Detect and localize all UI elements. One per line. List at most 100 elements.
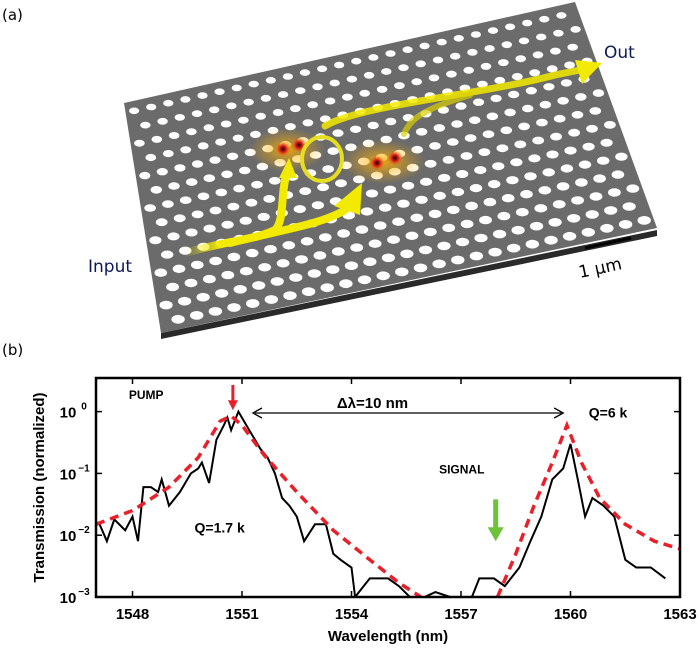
air-hole [522,104,534,113]
cavity-modes [249,128,425,184]
air-hole [264,295,278,304]
air-hole [162,200,174,208]
air-hole [326,265,340,274]
air-hole [553,29,564,37]
air-hole [129,107,140,115]
air-hole [376,85,388,93]
input-label: Input [88,257,132,277]
air-hole [567,214,581,223]
air-hole [307,101,319,109]
air-hole [215,138,227,146]
air-hole [571,111,584,119]
fit-curve [495,420,680,597]
air-hole [548,218,562,227]
air-hole [544,235,558,245]
air-hole [209,156,221,164]
air-hole [272,109,284,116]
air-hole [451,120,463,128]
air-hole [480,62,492,70]
air-hole [355,225,369,234]
air-hole [524,172,537,181]
air-hole [456,170,469,178]
y-tick-exponent: 0 [81,402,87,413]
air-hole [493,229,507,239]
air-hole [589,107,602,115]
air-hole [506,176,519,185]
air-hole [265,77,276,84]
air-hole [289,273,303,282]
air-hole [186,178,198,186]
air-hole [282,241,296,250]
air-hole [191,160,204,168]
y-axis-label: Transmission (normalized) [31,392,48,582]
air-hole [168,132,180,139]
air-hole [536,33,547,41]
air-hole [227,202,240,211]
air-hole [532,51,544,59]
air-hole [180,146,192,154]
air-hole [145,153,157,162]
air-hole [592,89,605,97]
air-hole [611,170,625,179]
air-hole [209,106,220,114]
air-hole [447,205,460,215]
air-hole [197,192,210,201]
air-hole [161,250,174,259]
air-hole [208,307,223,316]
air-hole [209,256,222,266]
air-holes [129,12,651,324]
air-hole [505,23,516,31]
air-hole [350,125,362,133]
air-hole [346,75,358,83]
air-hole [402,46,413,53]
y-tick-label: 10 [60,405,77,422]
air-hole [460,152,473,160]
air-hole [593,174,606,183]
air-hole [277,91,289,98]
air-hole [226,102,237,110]
air-hole [320,283,334,293]
air-hole [618,220,633,229]
air-hole [317,183,329,192]
air-hole [144,204,156,212]
air-hole [525,87,537,95]
air-hole [327,147,339,155]
air-hole [227,252,241,262]
air-hole [586,124,598,133]
air-hole [400,249,414,259]
light-path-arrows [181,60,602,257]
air-hole [464,134,477,142]
air-hole [149,236,162,245]
air-hole [446,70,457,78]
air-hole [442,223,456,233]
air-hole [283,291,297,300]
air-hole [260,94,272,102]
air-hole [467,48,478,56]
air-hole [134,139,145,147]
air-hole [322,165,335,173]
air-hole [159,300,173,310]
air-hole [447,138,459,146]
air-hole [424,159,437,168]
air-hole [498,59,509,67]
air-hole [368,54,379,61]
air-hole [568,128,580,137]
air-hole [179,196,192,204]
air-hole [184,278,198,288]
air-hole [451,255,465,265]
axes-frame [94,376,682,599]
y-tick-label: 10 [60,528,77,545]
air-hole [180,96,191,103]
air-hole [455,237,470,247]
air-hole [367,121,379,130]
air-hole [438,173,451,182]
air-hole [163,99,174,107]
air-hole [405,231,419,240]
air-hole [174,164,186,172]
air-hole [469,251,484,261]
air-hole [339,279,353,289]
air-hole [532,136,545,145]
air-hole [397,199,410,208]
air-hole [411,78,423,86]
